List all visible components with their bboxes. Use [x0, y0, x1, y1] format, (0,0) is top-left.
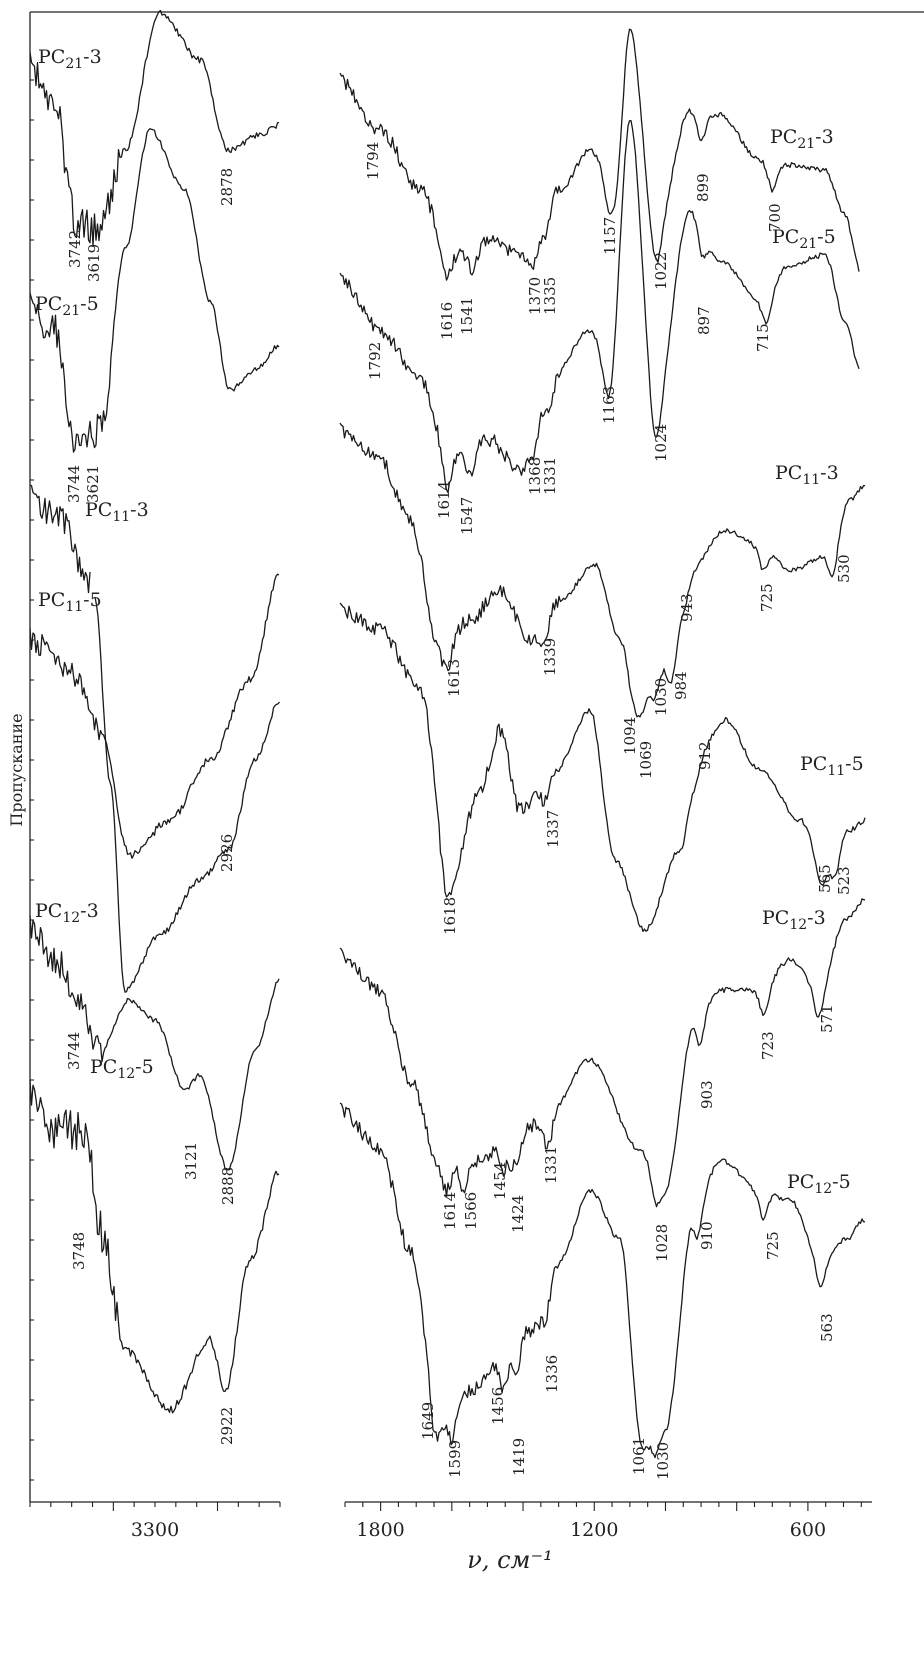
peak-label-right: 1030 [652, 678, 670, 716]
peak-label-right: 1061 [630, 1437, 648, 1475]
peak-label-right: 1331 [541, 457, 559, 495]
series-label-right-5: PC12-3 [762, 907, 826, 933]
trace-right-5 [340, 899, 865, 1207]
peak-label-right: 1616 [438, 302, 456, 340]
peak-label-right: 571 [818, 1004, 836, 1033]
peak-label-right: 1157 [601, 217, 619, 255]
peak-label-left: 2926 [218, 834, 236, 872]
peak-label-right: 1794 [364, 142, 382, 180]
peak-label-right: 1792 [366, 342, 384, 380]
peak-label-left: 2888 [219, 1167, 237, 1205]
peak-label-left: 3744 [65, 465, 83, 503]
peak-label-right: 1649 [419, 1402, 437, 1440]
peak-label-right: 897 [695, 306, 713, 335]
peak-label-right: 984 [672, 671, 690, 700]
peak-label-right: 1613 [445, 659, 463, 697]
peak-label-right: 1022 [652, 252, 670, 290]
series-label-right-1: PC21-3 [770, 126, 834, 152]
peak-label-left: 3742 [66, 230, 84, 268]
trace-left-1 [30, 11, 279, 246]
peak-label-right: 1163 [600, 386, 618, 424]
peak-label-right: 1456 [489, 1387, 507, 1425]
series-label-left-2: PC21-5 [35, 293, 99, 319]
peak-label-right: 715 [754, 323, 772, 352]
x-tick-label: 1800 [356, 1519, 404, 1541]
series-label-right-6: PC12-5 [787, 1171, 851, 1197]
peak-label-right: 725 [764, 1231, 782, 1260]
peak-label-right: 565 [816, 864, 834, 893]
peak-label-right: 700 [766, 203, 784, 232]
peak-label-right: 1566 [462, 1192, 480, 1230]
peak-label-right: 1339 [541, 638, 559, 676]
peak-label-left: 3748 [70, 1232, 88, 1270]
peak-label-right: 1541 [458, 297, 476, 335]
trace-left-4 [30, 574, 279, 858]
peak-label-right: 1024 [652, 424, 670, 462]
peak-label-right: 1030 [654, 1442, 672, 1480]
peak-label-right: 1331 [542, 1146, 560, 1184]
trace-left-2 [30, 129, 279, 452]
peak-label-right: 1337 [544, 810, 562, 848]
peak-label-right: 1028 [653, 1224, 671, 1262]
y-axis-title: Пропускание [7, 713, 26, 826]
peak-label-right: 899 [694, 173, 712, 202]
peak-label-right: 1614 [441, 1192, 459, 1230]
peak-label-right: 1336 [543, 1355, 561, 1393]
peak-label-right: 725 [758, 583, 776, 612]
x-tick-label: 1200 [570, 1519, 618, 1541]
peak-label-left: 3121 [182, 1142, 200, 1180]
peak-label-right: 910 [698, 1221, 716, 1250]
series-label-left-5: PC12-3 [35, 900, 99, 926]
peak-label-right: 1454 [491, 1162, 509, 1200]
x-tick-label: 3300 [131, 1519, 179, 1541]
peak-label-right: 1614 [435, 481, 453, 519]
peak-label-left: 2878 [218, 168, 236, 206]
peak-label-left: 2922 [218, 1407, 236, 1445]
peak-label-right: 1424 [509, 1195, 527, 1233]
peak-label-right: 903 [698, 1080, 716, 1109]
x-axis-title: ν, см⁻¹ [467, 1546, 552, 1574]
peak-label-right: 1335 [541, 277, 559, 315]
peak-label-right: 563 [818, 1313, 836, 1342]
peak-label-right: 912 [696, 741, 714, 770]
trace-right-2 [340, 121, 859, 493]
spectra-traces [30, 11, 865, 1458]
peak-label-right: 1618 [441, 897, 459, 935]
series-label-right-4: PC11-5 [800, 753, 864, 779]
labels: 3300 1800 1200 600 ν, см⁻¹ Пропускание PC21-3 P… [7, 46, 864, 1574]
trace-left-6 [30, 1080, 279, 1413]
peak-label-right: 530 [835, 554, 853, 583]
peak-label-right: 1419 [510, 1438, 528, 1476]
peak-label-right: 1599 [446, 1440, 464, 1478]
peak-label-right: 1547 [458, 497, 476, 535]
peak-label-right: 723 [759, 1031, 777, 1060]
series-label-left-4: PC11-5 [38, 589, 102, 615]
peak-label-left: 3744 [65, 1032, 83, 1070]
peak-label-right: 523 [835, 866, 853, 895]
peak-label-right: 943 [678, 593, 696, 622]
x-tick-label: 600 [790, 1519, 826, 1541]
peak-label-left: 3619 [85, 244, 103, 282]
peak-label-left: 3621 [84, 465, 102, 503]
series-label-right-3: PC11-3 [775, 462, 839, 488]
peak-label-right: 1069 [637, 741, 655, 779]
series-label-left-1: PC21-3 [38, 46, 102, 72]
series-label-left-6: PC12-5 [90, 1056, 154, 1082]
trace-right-4 [340, 603, 865, 931]
